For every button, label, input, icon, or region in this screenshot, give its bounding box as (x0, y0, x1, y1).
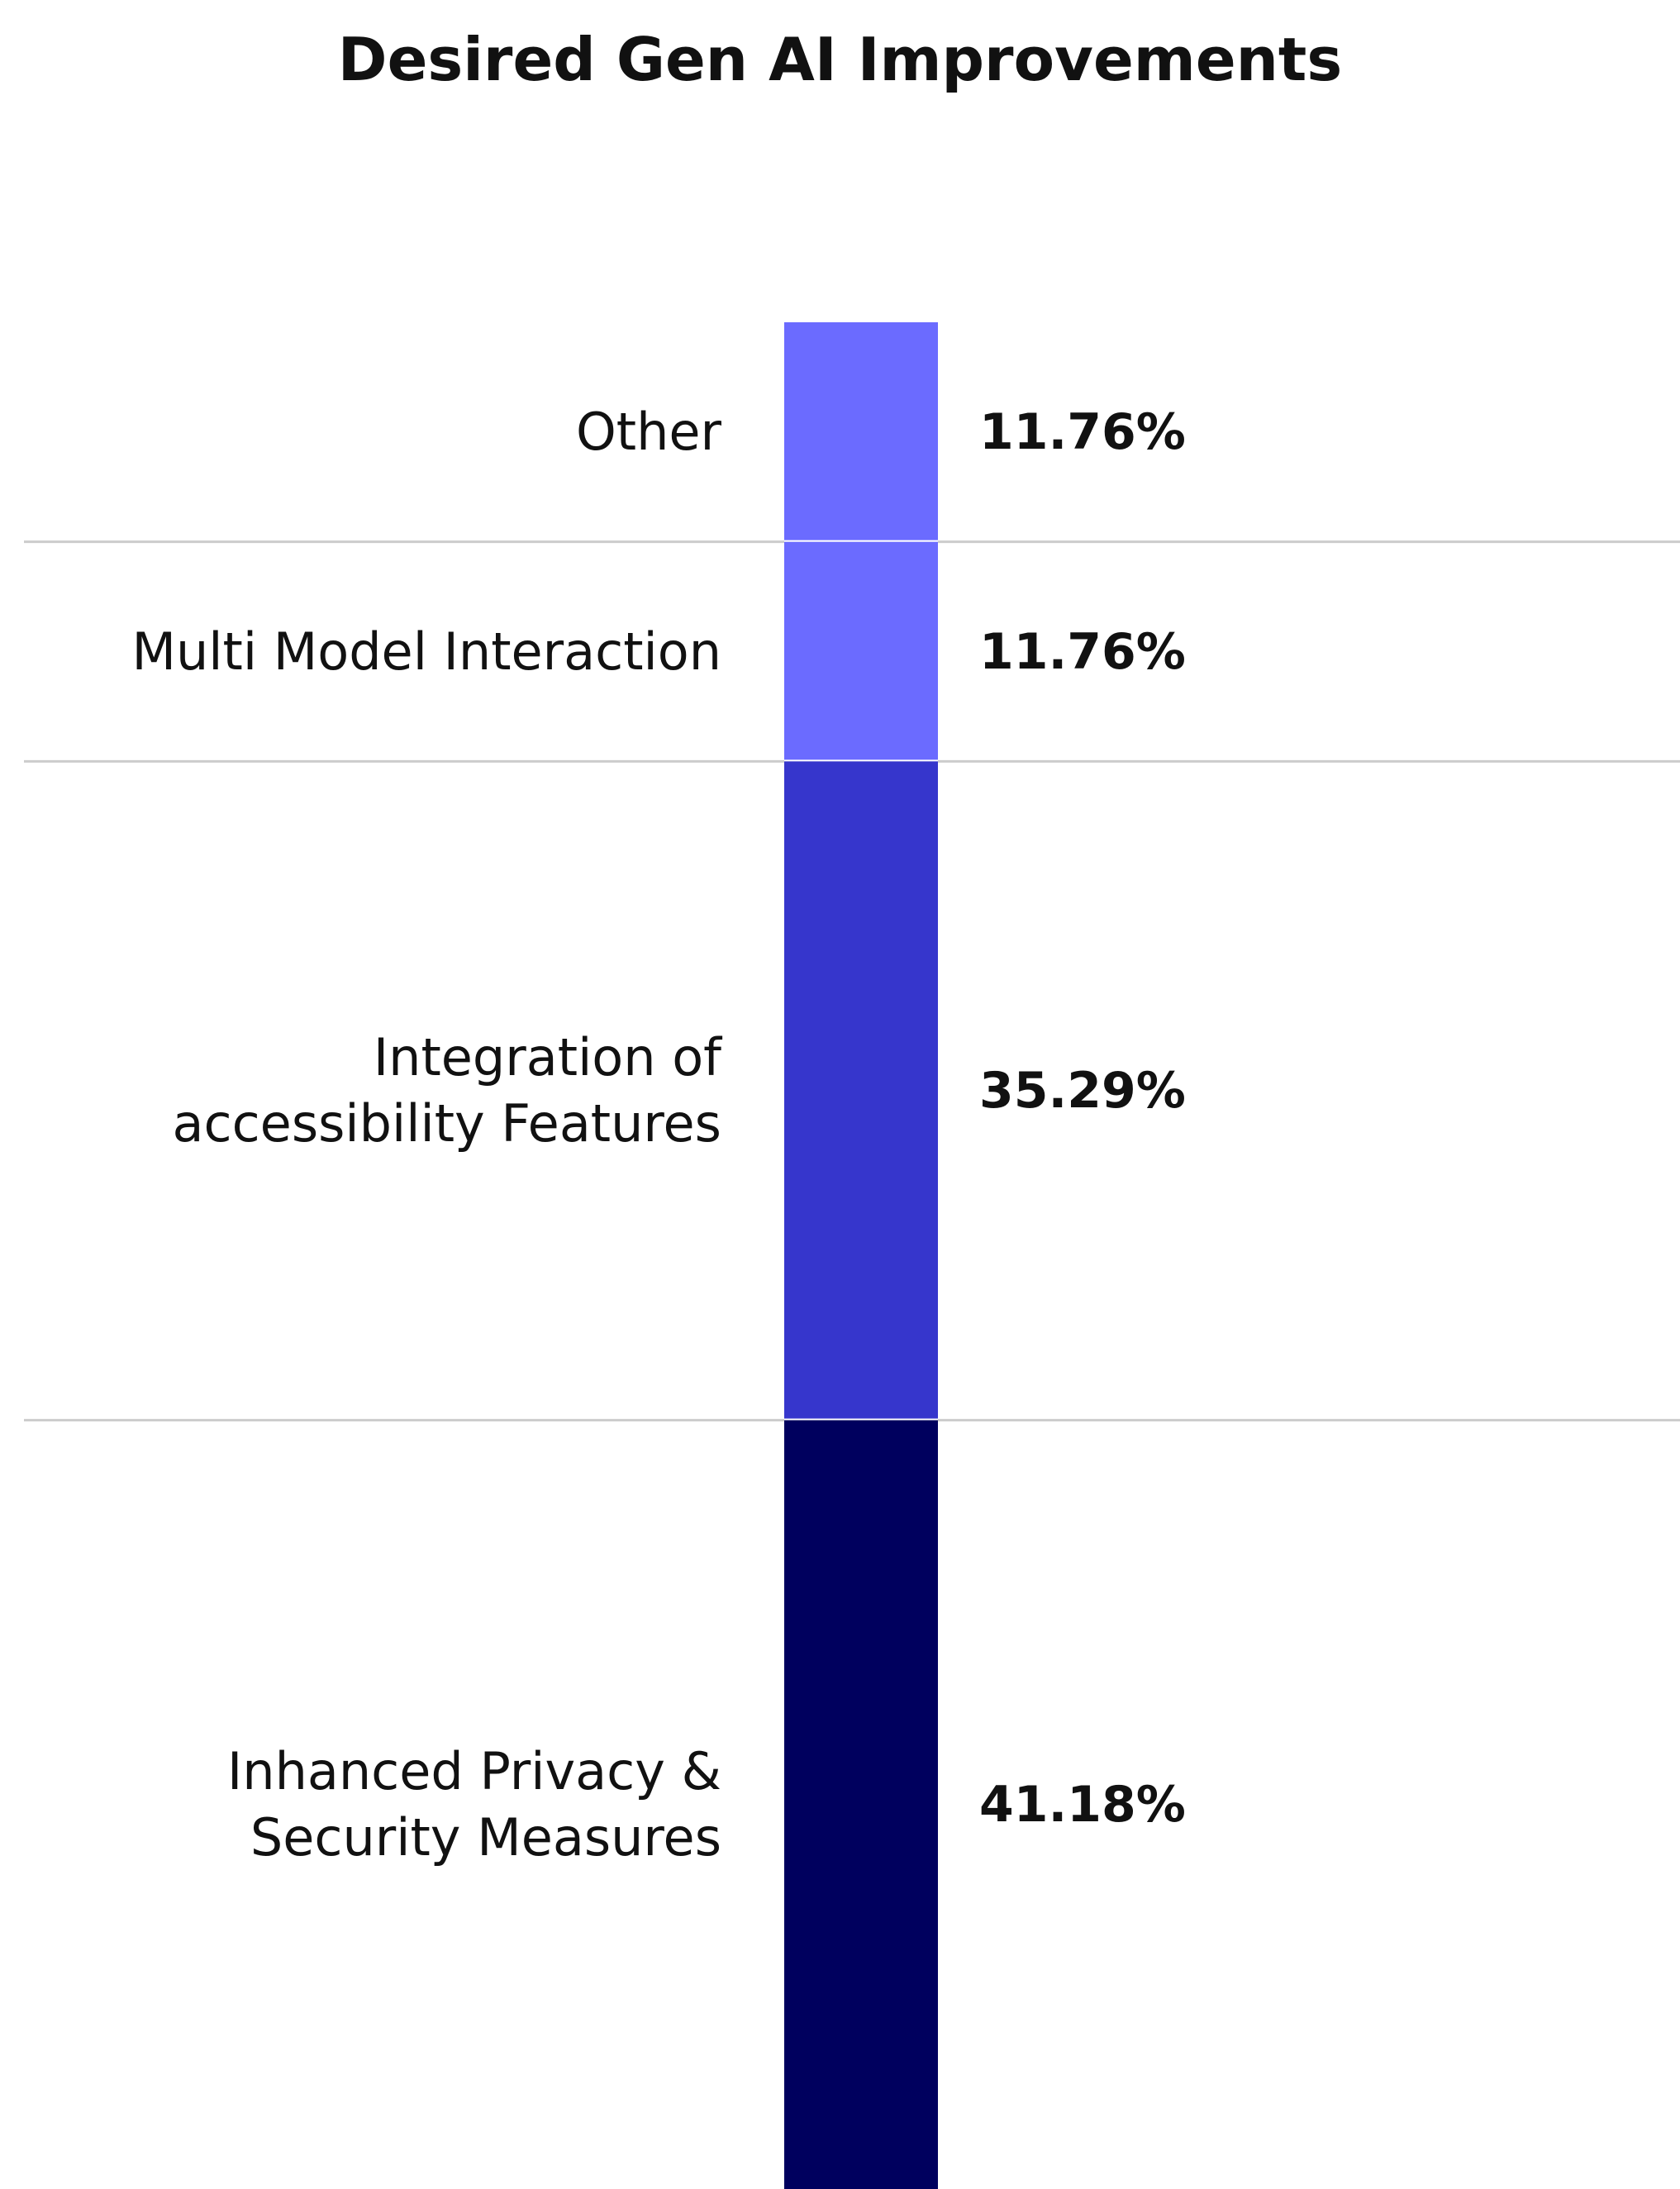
bar-segment (784, 1420, 938, 2189)
bar-segment (784, 761, 938, 1420)
bar-segment (784, 322, 938, 542)
value-label: 11.76% (979, 402, 1186, 461)
category-label: Integration of accessibility Features (172, 1027, 721, 1154)
value-label: 11.76% (979, 622, 1186, 681)
chart-title: Desired Gen AI Improvements (337, 25, 1343, 94)
value-label: 35.29% (979, 1062, 1186, 1120)
bar-segment (784, 541, 938, 762)
value-label: 41.18% (979, 1775, 1186, 1834)
category-label: Inhanced Privacy & Security Measures (227, 1740, 721, 1868)
category-label: Multi Model Interaction (131, 621, 721, 682)
category-label: Other (575, 401, 721, 462)
